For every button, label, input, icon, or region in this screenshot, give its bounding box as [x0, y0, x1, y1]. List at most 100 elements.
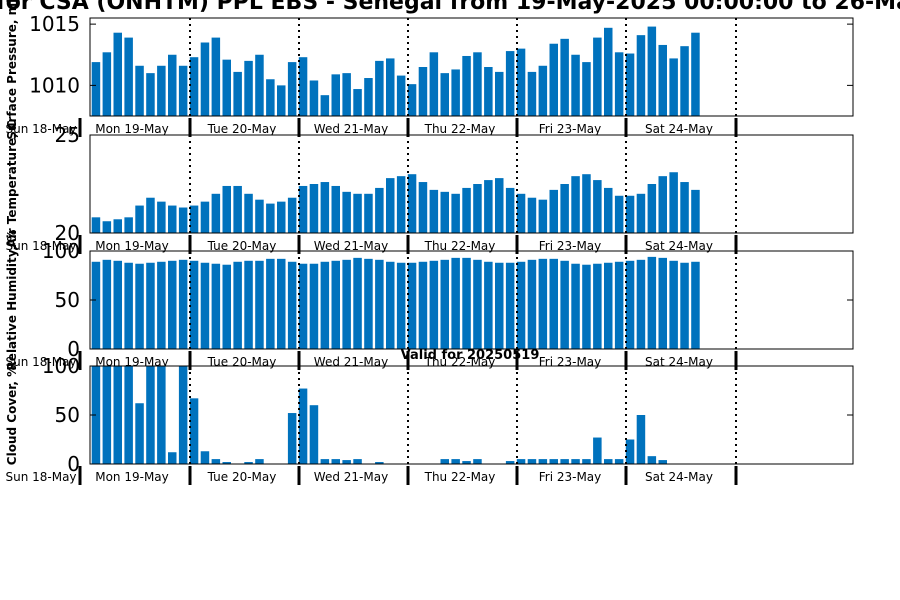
bar — [484, 67, 493, 116]
bar — [102, 259, 112, 349]
day-label: Sat 24-May — [645, 122, 713, 136]
bar — [429, 189, 439, 233]
bar — [135, 403, 144, 464]
bar — [211, 37, 221, 116]
bar — [680, 46, 689, 116]
bar — [124, 217, 133, 233]
day-label: Thu 22-May — [424, 470, 496, 484]
bar — [658, 257, 667, 349]
figure-title: c for CSA (ONHTM) PPL EBS - Senegal from… — [0, 0, 900, 15]
ylabel: Air Temperature, C — [5, 120, 19, 248]
bar — [593, 180, 602, 233]
bar — [113, 32, 122, 117]
bar — [364, 258, 373, 349]
day-label: Tue 20-May — [207, 470, 277, 484]
day-label: Sun 18-May — [5, 239, 76, 253]
bar — [146, 366, 155, 464]
bar — [440, 459, 449, 464]
bar — [386, 178, 395, 233]
bar — [582, 264, 591, 349]
bar — [571, 263, 580, 349]
bar — [178, 259, 188, 349]
bar — [527, 259, 537, 349]
bar — [189, 398, 199, 464]
bar — [353, 193, 362, 233]
bar — [473, 184, 482, 233]
bar — [113, 366, 122, 464]
bar — [604, 187, 613, 233]
bar — [124, 366, 133, 464]
bar — [527, 459, 537, 464]
bar — [168, 54, 177, 116]
bar — [451, 257, 460, 349]
bar — [320, 95, 330, 116]
bar — [331, 185, 340, 233]
bar — [647, 456, 657, 464]
bar — [669, 58, 678, 116]
bar — [102, 221, 112, 233]
bar — [320, 261, 330, 349]
bar — [604, 459, 613, 464]
bar — [287, 62, 297, 116]
bar — [342, 259, 351, 349]
bar — [440, 191, 449, 233]
bar — [516, 459, 526, 464]
bar — [614, 195, 624, 233]
bar — [364, 193, 373, 233]
day-label: Sun 18-May — [5, 470, 76, 484]
day-label: Thu 22-May — [424, 122, 496, 136]
bar — [451, 193, 460, 233]
bar — [113, 260, 122, 349]
bar — [309, 80, 319, 116]
bar — [91, 62, 101, 116]
bar — [505, 262, 515, 349]
bar — [309, 263, 319, 349]
bar — [277, 85, 286, 117]
day-label: Tue 20-May — [207, 122, 277, 136]
bar — [342, 460, 351, 464]
bar — [527, 71, 537, 116]
bar — [495, 262, 504, 349]
bar — [211, 263, 221, 349]
bar — [298, 57, 308, 116]
bar — [178, 207, 188, 233]
bar — [505, 187, 515, 233]
bar — [244, 462, 253, 464]
bar — [560, 184, 569, 233]
bar — [353, 459, 362, 464]
day-label: Fri 23-May — [539, 122, 602, 136]
bar — [287, 413, 297, 464]
figure-subtitle: Valid for 20250519 — [401, 348, 540, 363]
bar — [451, 459, 460, 464]
bar — [495, 71, 504, 116]
bar — [222, 264, 231, 349]
bar — [386, 261, 395, 349]
bar — [625, 53, 635, 116]
bar — [669, 172, 678, 233]
bar — [233, 261, 242, 349]
bar — [320, 459, 330, 464]
bar — [484, 261, 493, 349]
day-label: Sun 18-May — [5, 122, 76, 136]
bar — [614, 459, 624, 464]
bar — [331, 260, 340, 349]
bar — [593, 263, 602, 349]
bar — [157, 366, 166, 464]
bar — [582, 459, 591, 464]
bar — [298, 263, 308, 349]
bar — [538, 199, 548, 233]
ytick-label: 0 — [67, 337, 80, 361]
bar — [647, 256, 657, 349]
bar — [331, 74, 340, 116]
bar — [614, 261, 624, 349]
bar — [102, 366, 112, 464]
bar — [462, 55, 471, 116]
bar — [658, 44, 667, 117]
bar — [473, 259, 482, 349]
bar — [222, 59, 231, 116]
bar — [462, 461, 471, 464]
bar — [386, 58, 395, 116]
bar — [636, 35, 646, 116]
